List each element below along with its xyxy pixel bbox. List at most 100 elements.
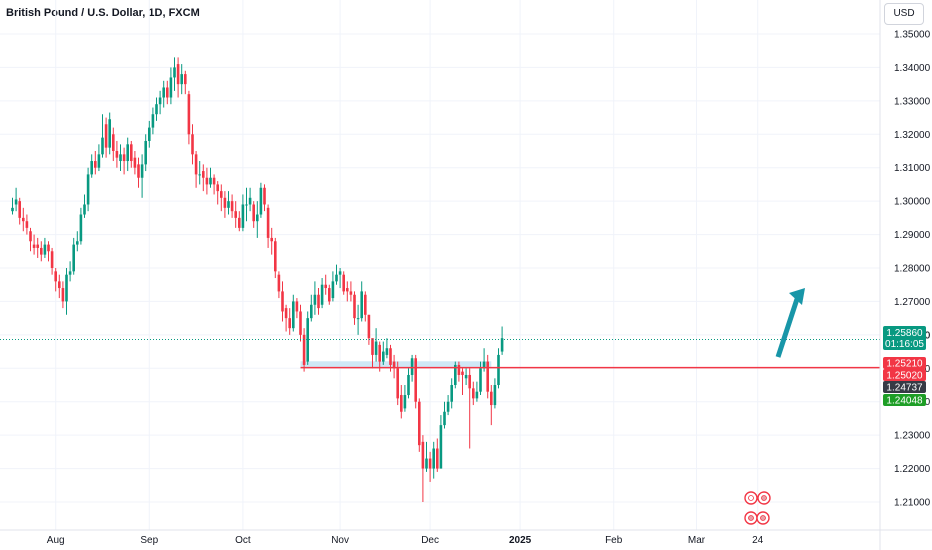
candle-body bbox=[14, 199, 18, 205]
candle-body bbox=[349, 291, 353, 295]
candle-body bbox=[202, 171, 205, 178]
candle-body bbox=[166, 87, 169, 98]
candle-body bbox=[482, 361, 486, 369]
y-tick-label: 1.27000 bbox=[894, 297, 931, 308]
candle-body bbox=[414, 358, 417, 402]
candle-body bbox=[205, 177, 209, 185]
candle-body bbox=[396, 368, 399, 399]
candle-body bbox=[187, 94, 191, 135]
price-badge bbox=[883, 369, 926, 381]
candle-body bbox=[263, 187, 266, 205]
candle-body bbox=[36, 244, 39, 248]
candle-body bbox=[461, 371, 464, 375]
event-icon-dot bbox=[748, 515, 754, 521]
candle-body bbox=[418, 401, 421, 446]
candle-body bbox=[238, 217, 241, 228]
candle-body bbox=[324, 284, 327, 289]
currency-selector[interactable]: USD bbox=[884, 3, 924, 25]
candle-body bbox=[500, 338, 504, 352]
price-badge bbox=[883, 381, 926, 393]
candle-body bbox=[421, 441, 425, 469]
candle-body bbox=[173, 67, 176, 78]
x-tick-label: Oct bbox=[235, 535, 251, 546]
candle-body bbox=[115, 151, 119, 158]
candle-body bbox=[104, 124, 108, 148]
y-tick-label: 1.33000 bbox=[894, 96, 931, 107]
event-icon-dot bbox=[761, 495, 767, 501]
candle-body bbox=[191, 134, 194, 155]
candle-body bbox=[432, 448, 435, 469]
candle-body bbox=[194, 154, 198, 175]
candle-body bbox=[61, 288, 65, 302]
candle-body bbox=[43, 244, 47, 255]
candle-body bbox=[479, 368, 482, 392]
candle-body bbox=[292, 301, 295, 329]
candle-body bbox=[317, 294, 320, 309]
candle-body bbox=[94, 161, 97, 168]
y-tick-label: 1.31000 bbox=[894, 163, 931, 174]
candle-body bbox=[392, 361, 396, 369]
candle-body bbox=[90, 161, 93, 175]
candle-body bbox=[32, 244, 36, 248]
y-tick-label: 1.29000 bbox=[894, 230, 931, 241]
candle-body bbox=[338, 271, 342, 275]
event-icon-dot bbox=[748, 495, 754, 501]
y-tick-label: 1.32000 bbox=[894, 130, 931, 141]
consolidation-zone bbox=[300, 361, 492, 369]
candle-body bbox=[209, 177, 212, 185]
candle-body bbox=[295, 301, 299, 312]
candle-body bbox=[457, 364, 461, 375]
price-axis: 1.210001.220001.230001.240001.250001.260… bbox=[894, 30, 931, 509]
price-badge-label: 1.24737 bbox=[886, 383, 923, 394]
candle-body bbox=[436, 448, 439, 469]
arrow-head bbox=[789, 288, 805, 305]
candle-body bbox=[464, 374, 468, 379]
candle-body bbox=[378, 344, 381, 362]
candle-body bbox=[29, 231, 32, 242]
candle-body bbox=[50, 251, 54, 268]
candle-body bbox=[443, 411, 446, 426]
candle-body bbox=[112, 134, 115, 151]
candle-body bbox=[227, 201, 230, 208]
price-badge-label: 1.24048 bbox=[886, 396, 923, 407]
candle-body bbox=[428, 458, 432, 469]
candle-body bbox=[137, 164, 140, 178]
candle-body bbox=[176, 64, 180, 85]
x-tick-label: 24 bbox=[752, 535, 764, 546]
grid bbox=[0, 0, 880, 530]
countdown-label: 01:16:05 bbox=[885, 339, 924, 350]
candle-body bbox=[122, 154, 126, 162]
candle-body bbox=[22, 217, 25, 222]
candle-body bbox=[342, 274, 345, 292]
candle-body bbox=[353, 294, 356, 319]
projection-arrow bbox=[775, 288, 805, 358]
candle-body bbox=[256, 214, 259, 222]
x-tick-label: Sep bbox=[140, 535, 158, 546]
candle-body bbox=[47, 244, 50, 252]
candle-body bbox=[97, 154, 101, 168]
y-tick-label: 1.28000 bbox=[894, 264, 931, 275]
candle-body bbox=[58, 281, 61, 289]
candle-body bbox=[119, 154, 122, 162]
candle-body bbox=[184, 74, 187, 85]
x-tick-label: Feb bbox=[605, 535, 623, 546]
candle-body bbox=[493, 385, 497, 406]
candle-body bbox=[313, 294, 317, 305]
candle-body bbox=[486, 361, 489, 392]
candle-body bbox=[497, 354, 500, 385]
candle-body bbox=[216, 184, 219, 192]
x-tick-label: Dec bbox=[421, 535, 439, 546]
candle-body bbox=[259, 187, 263, 215]
candle-body bbox=[274, 241, 277, 272]
candle-body bbox=[382, 351, 385, 362]
candle-body bbox=[364, 294, 367, 315]
candle-body bbox=[472, 388, 475, 399]
candle-body bbox=[133, 157, 137, 168]
candle-body bbox=[302, 334, 306, 365]
y-tick-label: 1.21000 bbox=[894, 498, 931, 509]
candle-body bbox=[400, 395, 403, 412]
candle-body bbox=[288, 318, 291, 329]
candle-body bbox=[230, 201, 234, 212]
candle-body bbox=[475, 391, 479, 399]
